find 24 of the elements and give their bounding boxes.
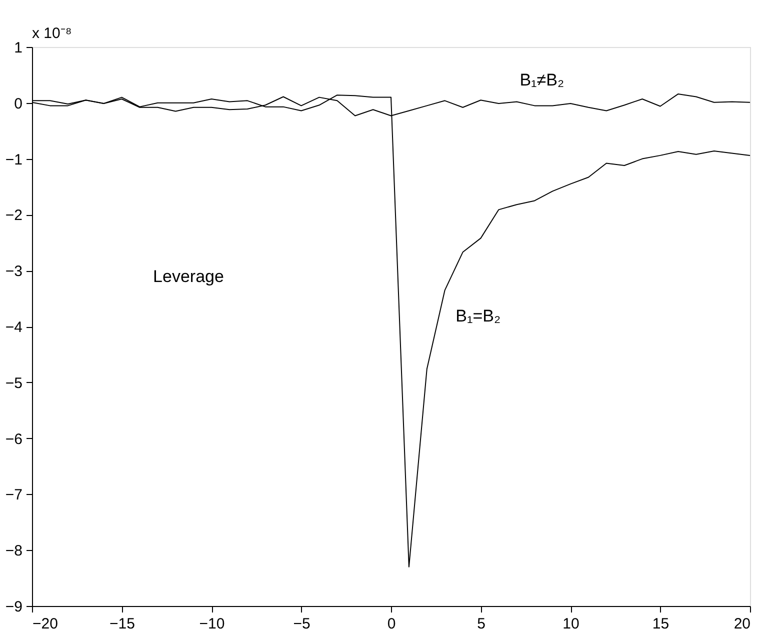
y-tick-label: 0 <box>14 95 22 112</box>
annotation: B₁≠B₂ <box>520 70 564 90</box>
y-tick-label: −8 <box>5 542 22 560</box>
y-tick-label: −7 <box>5 486 22 504</box>
x-tick-label: 5 <box>477 616 486 632</box>
y-tick-label: −4 <box>5 319 22 336</box>
y-tick-label: −1 <box>5 151 22 168</box>
x-tick-label: 0 <box>387 616 396 632</box>
y-tick-label: 1 <box>14 40 22 56</box>
x-tick-label: −20 <box>32 616 58 632</box>
annotation: B₁=B₂ <box>456 306 501 326</box>
y-tick-label: −6 <box>5 430 22 448</box>
x-tick-label: −15 <box>110 616 135 632</box>
x-tick-label: 10 <box>562 616 580 632</box>
text: x 10⁻⁸ <box>32 25 72 42</box>
y-tick-label: −3 <box>5 263 22 280</box>
x-tick-label: 15 <box>652 616 670 632</box>
y-tick-label: −9 <box>5 598 22 616</box>
annotation: Leverage <box>153 267 224 286</box>
x-tick-label: 20 <box>734 616 750 632</box>
x-tick-label: −10 <box>199 616 225 632</box>
y-tick-label: −5 <box>5 374 22 392</box>
y-tick-label: −2 <box>5 207 22 224</box>
x-tick-label: −5 <box>293 616 310 632</box>
